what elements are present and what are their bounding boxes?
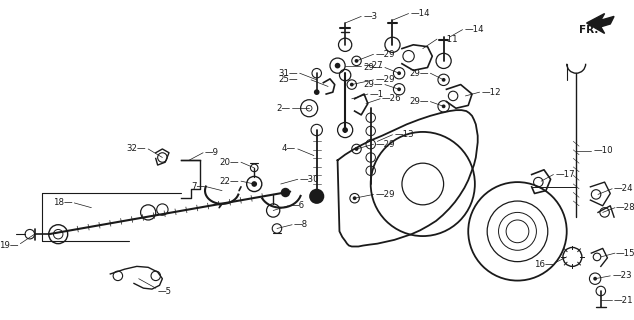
Circle shape (354, 59, 358, 63)
Text: 29—: 29— (409, 69, 429, 78)
Text: 20—: 20— (219, 158, 239, 167)
Text: —3: —3 (363, 12, 377, 21)
Text: —5: —5 (158, 286, 172, 295)
Circle shape (353, 196, 356, 200)
Text: —29: —29 (375, 75, 395, 84)
Text: —24: —24 (614, 184, 634, 193)
Text: 4—: 4— (281, 144, 296, 154)
Text: —30: —30 (300, 175, 320, 184)
Text: 16—: 16— (534, 260, 553, 269)
Circle shape (398, 87, 401, 91)
Text: 29—: 29— (409, 97, 429, 106)
Text: —14: —14 (410, 9, 430, 18)
Text: —27: —27 (363, 61, 383, 70)
Text: —8: —8 (294, 220, 308, 229)
Circle shape (252, 181, 257, 187)
Circle shape (354, 147, 358, 151)
Text: —14: —14 (465, 25, 484, 34)
Text: 31—: 31— (278, 69, 298, 78)
Text: —26: —26 (382, 94, 402, 103)
Text: 22—: 22— (219, 177, 239, 186)
Text: FR.: FR. (579, 25, 598, 35)
Text: 29—: 29— (363, 63, 383, 72)
Text: —1: —1 (370, 90, 384, 99)
Circle shape (442, 104, 446, 108)
Text: 18—: 18— (53, 198, 72, 207)
Text: 25—: 25— (278, 75, 298, 84)
Text: 2—: 2— (276, 104, 290, 113)
Circle shape (593, 277, 597, 281)
Text: —21: —21 (614, 296, 634, 305)
Circle shape (309, 189, 325, 204)
Text: 32—: 32— (127, 144, 146, 154)
Text: —28: —28 (616, 203, 634, 212)
Text: —15: —15 (616, 249, 634, 258)
Text: 29—: 29— (363, 80, 383, 89)
Text: 7—: 7— (191, 182, 205, 191)
Text: —29: —29 (375, 190, 395, 199)
Circle shape (398, 71, 401, 75)
Text: —23: —23 (612, 271, 632, 280)
Circle shape (314, 89, 320, 95)
Text: —13: —13 (394, 130, 414, 139)
Circle shape (335, 63, 340, 68)
Text: —12: —12 (481, 88, 501, 97)
Text: —29: —29 (375, 50, 395, 59)
Circle shape (281, 188, 290, 197)
Text: —10: —10 (593, 146, 613, 155)
Circle shape (442, 78, 446, 82)
Text: —29: —29 (375, 140, 395, 149)
Text: —11: —11 (439, 35, 458, 44)
Text: —6: —6 (290, 201, 304, 210)
Text: —9: —9 (205, 148, 219, 157)
Text: 19—: 19— (0, 241, 18, 250)
Text: —17: —17 (555, 170, 575, 179)
Circle shape (342, 127, 348, 133)
Polygon shape (586, 13, 614, 33)
Circle shape (350, 83, 354, 86)
